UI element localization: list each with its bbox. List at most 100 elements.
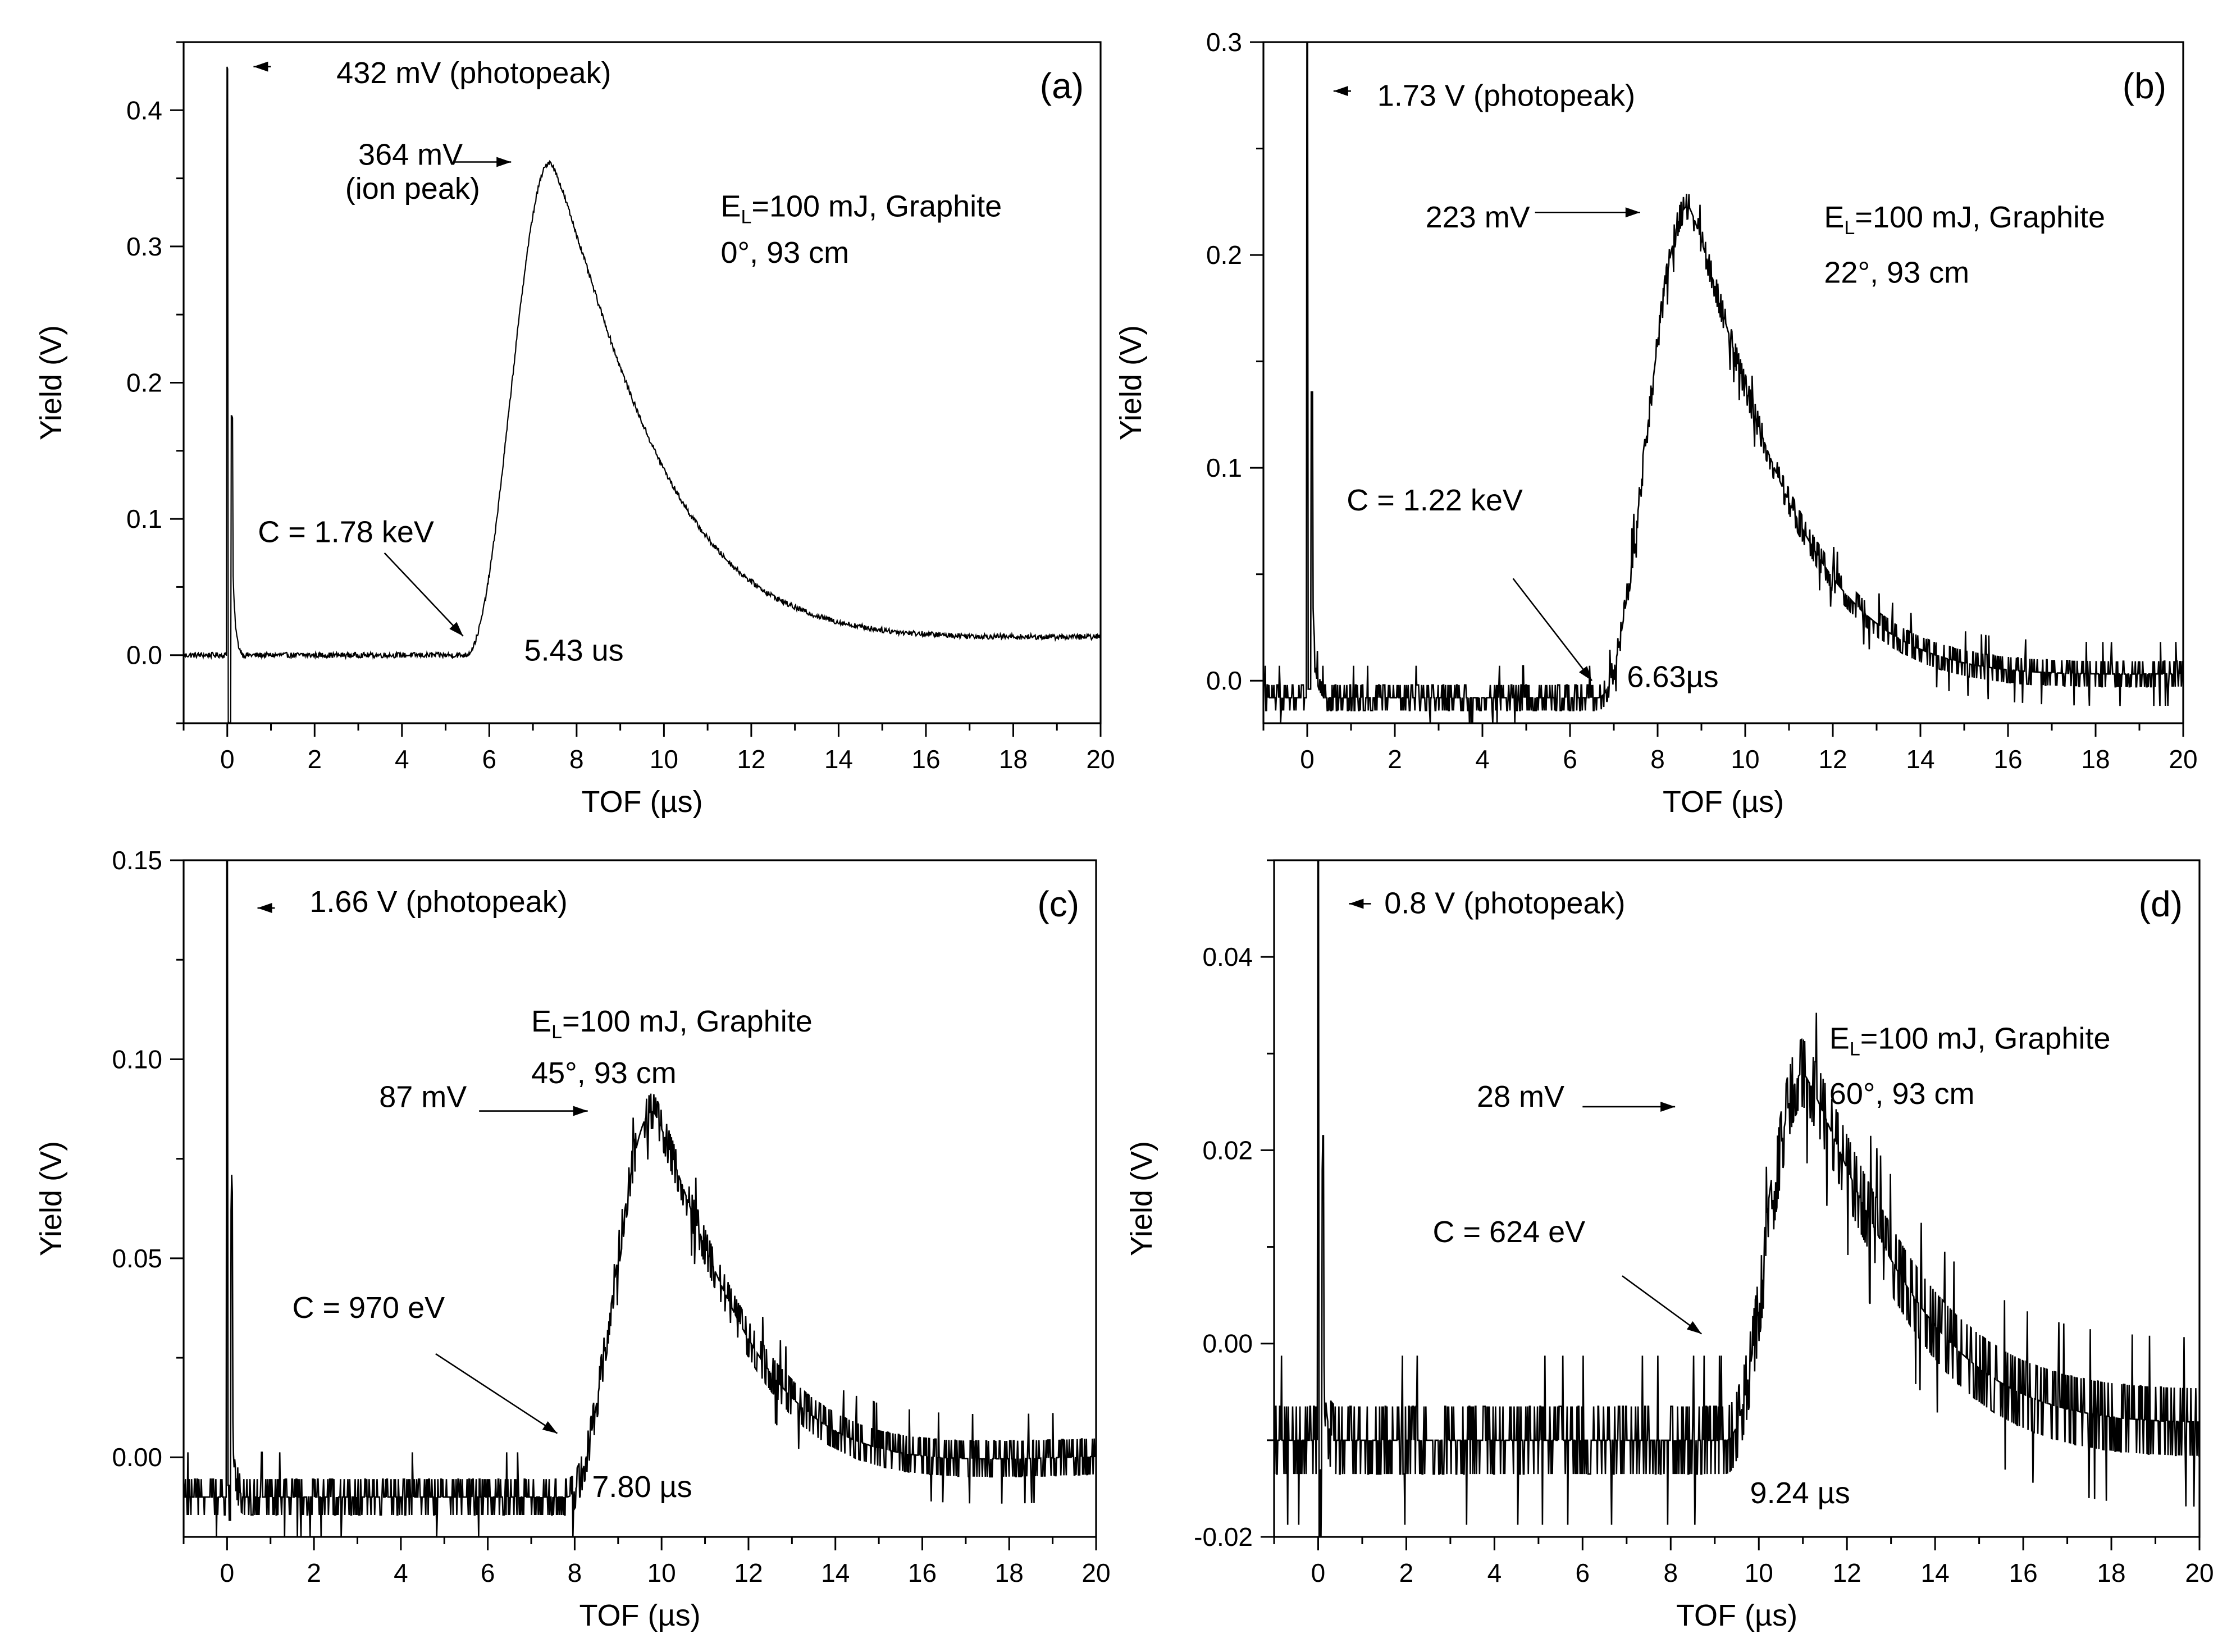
panel-label: (a) — [1040, 66, 1084, 106]
x-tick-label: 16 — [908, 1558, 937, 1587]
x-tick-label: 10 — [1731, 745, 1759, 774]
y-tick-label: 0.4 — [126, 95, 162, 125]
panel-label: (b) — [2123, 66, 2166, 106]
chart-panel-4: 0 2 4 6 8 10 12 14 16 18 20 -0.02 0.00 0.02 0.04 TOF (µ… — [1125, 859, 2214, 1632]
conditions-rest: =100 mJ, Graphite — [1860, 1022, 2111, 1056]
conditions-angle-distance: 60°, 93 cm — [1829, 1077, 1975, 1111]
x-tick-label: 20 — [1081, 1558, 1110, 1587]
conditions-angle-distance: 0°, 93 cm — [720, 236, 849, 270]
onset-arrow-shaft — [384, 552, 464, 637]
x-axis-title-part: µ — [658, 1599, 675, 1632]
x-tick-label: 20 — [2185, 1558, 2214, 1587]
y-tick-label: 0.1 — [126, 504, 162, 533]
y-tick-label: 0.15 — [112, 846, 162, 875]
x-tick-label: 10 — [1745, 1558, 1773, 1587]
y-tick-label: 0.0 — [1206, 666, 1242, 695]
onset-arrow-shaft — [1622, 1275, 1702, 1335]
conditions-subscript: L — [741, 207, 752, 228]
chart-panel-1: 0 2 4 6 8 10 12 14 16 18 20 0.0 0.1 0.2 0.3 0.4 TOF (µs)… — [34, 41, 1115, 819]
x-tick-label: 8 — [1650, 745, 1665, 774]
y-axis-title: Yield (V) — [1125, 1141, 1158, 1256]
x-tick-label: 6 — [482, 745, 497, 774]
x-tick-label: 4 — [395, 745, 409, 774]
ion-peak-arrow-head — [573, 1106, 588, 1116]
x-tick-label: 18 — [2097, 1558, 2125, 1587]
x-tick-label: 8 — [1663, 1558, 1678, 1587]
x-tick-label: 14 — [1921, 1558, 1950, 1587]
y-tick-label: 0.02 — [1202, 1135, 1253, 1165]
x-tick-label: 4 — [394, 1558, 408, 1587]
photopeak-arrow-head — [1333, 86, 1348, 97]
x-tick-label: 18 — [2081, 745, 2110, 774]
conditions-symbol: E — [1824, 200, 1844, 234]
x-tick-label: 12 — [1818, 745, 1847, 774]
conditions-label: EL=100 mJ, Graphite — [1829, 1022, 2111, 1060]
x-tick-label: 6 — [481, 1558, 495, 1587]
x-tick-label: 18 — [995, 1558, 1024, 1587]
onset-arrow-head — [1686, 1321, 1702, 1334]
x-tick-label: 12 — [734, 1558, 763, 1587]
onset-arrow-shaft — [435, 1353, 558, 1434]
y-tick-label: 0.05 — [112, 1244, 162, 1273]
conditions-subscript: L — [551, 1021, 562, 1043]
ion-peak-arrow-head — [496, 157, 512, 167]
photopeak-arrow-head — [1349, 898, 1364, 909]
signal-trace — [184, 860, 1096, 1537]
x-tick-label: 8 — [568, 1558, 582, 1587]
photopeak-label: 0.8 V (photopeak) — [1384, 887, 1625, 920]
x-tick-label: 10 — [650, 745, 678, 774]
x-tick-label: 2 — [1399, 1558, 1414, 1587]
y-axis-title: Yield (V) — [34, 325, 68, 440]
y-tick-label: 0.1 — [1206, 453, 1242, 482]
conditions-angle-distance: 45°, 93 cm — [531, 1056, 677, 1090]
onset-time-label: 6.63µs — [1627, 660, 1718, 694]
ion-peak-arrow-head — [1660, 1101, 1676, 1112]
y-tick-label: 0.04 — [1202, 942, 1253, 971]
ion-peak-label: 87 mV — [379, 1080, 467, 1113]
conditions-subscript: L — [1844, 217, 1855, 239]
chart-panel-2: 0 2 4 6 8 10 12 14 16 18 20 0.0 0.1 0.2 0.3 TOF (µs) Yie… — [1114, 28, 2198, 819]
y-tick-label: 0.2 — [1206, 240, 1242, 270]
y-tick-label: 0.0 — [126, 641, 162, 670]
x-axis-title-part: TOF ( — [581, 785, 660, 819]
signal-trace — [1263, 42, 2183, 723]
x-axis-title-part: s) — [678, 785, 703, 819]
photopeak-arrow-head — [253, 61, 268, 72]
x-tick-label: 0 — [1311, 1558, 1326, 1587]
x-tick-label: 6 — [1576, 1558, 1590, 1587]
ion-peak-arrow-head — [1625, 207, 1640, 218]
plot-frame — [1273, 859, 2201, 1538]
conditions-rest: =100 mJ, Graphite — [1855, 200, 2105, 234]
onset-arrow-head — [542, 1421, 558, 1434]
x-tick-label: 2 — [1388, 745, 1402, 774]
x-tick-label: 16 — [1993, 745, 2022, 774]
x-tick-label: 2 — [307, 745, 322, 774]
onset-arrow-head — [1578, 666, 1592, 681]
onset-time-label: 7.80 µs — [592, 1470, 692, 1504]
y-tick-label: 0.3 — [126, 232, 162, 261]
photopeak-label: 1.66 V (photopeak) — [309, 885, 567, 919]
onset-energy-label: C = 1.78 keV — [258, 515, 434, 549]
onset-energy-label: C = 970 eV — [292, 1291, 445, 1325]
panel-label: (c) — [1037, 884, 1079, 924]
conditions-symbol: E — [531, 1005, 551, 1038]
photopeak-label: 1.73 V (photopeak) — [1377, 79, 1635, 113]
onset-time-label: 5.43 us — [524, 633, 624, 667]
x-axis-title-part: TOF ( — [579, 1599, 658, 1632]
x-axis-title-part: TOF ( — [1663, 785, 1741, 819]
x-tick-label: 14 — [1906, 745, 1934, 774]
x-axis-title-part: µ — [1741, 785, 1759, 819]
x-tick-label: 16 — [911, 745, 940, 774]
x-tick-label: 12 — [737, 745, 765, 774]
x-axis-title: TOF (µs) — [581, 785, 702, 819]
x-axis-title-part: TOF ( — [1676, 1599, 1755, 1632]
onset-time-label: 9.24 µs — [1750, 1476, 1850, 1510]
x-axis-title-part: s) — [676, 1599, 701, 1632]
y-tick-label: -0.02 — [1194, 1522, 1253, 1551]
conditions-angle-distance: 22°, 93 cm — [1824, 255, 1969, 289]
ion-peak-label-2: (ion peak) — [345, 172, 480, 206]
x-tick-label: 0 — [220, 1558, 235, 1587]
x-tick-label: 12 — [1833, 1558, 1861, 1587]
onset-energy-label: C = 624 eV — [1433, 1215, 1586, 1249]
